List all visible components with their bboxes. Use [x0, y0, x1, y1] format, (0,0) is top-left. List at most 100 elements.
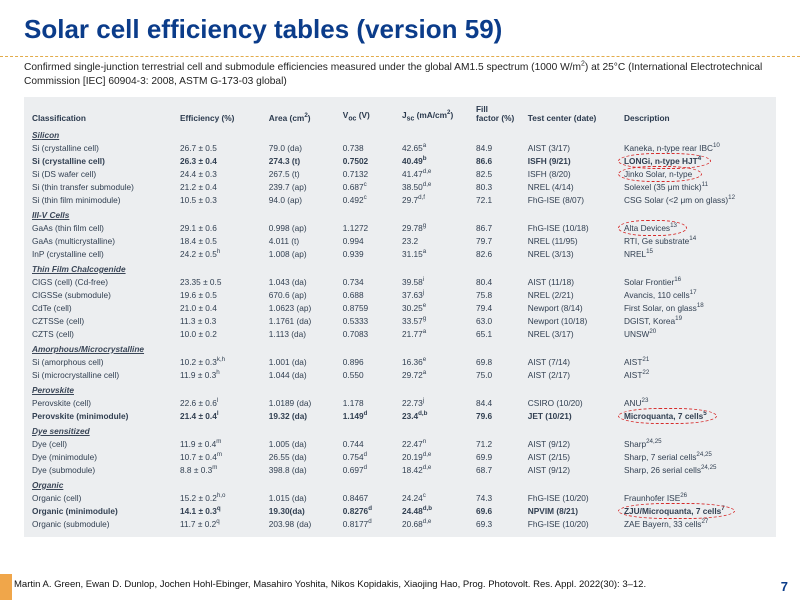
table-cell: 38.50d,e: [400, 181, 474, 194]
table-cell: 29.1 ± 0.6: [178, 222, 267, 235]
table-row: Dye (cell)11.9 ± 0.4m1.005 (da)0.74422.4…: [30, 438, 770, 451]
table-cell: 19.30(da): [267, 505, 341, 518]
table-cell: Si (DS wafer cell): [30, 168, 178, 181]
table-cell: Kaneka, n-type rear IBC10: [622, 142, 770, 155]
table-cell: 1.1272: [341, 222, 400, 235]
table-cell: Solexel (35 μm thick)11: [622, 181, 770, 194]
table-cell: NPVIM (8/21): [526, 505, 622, 518]
table-row: Si (thin film minimodule)10.5 ± 0.394.0 …: [30, 194, 770, 207]
table-cell: 0.734: [341, 276, 400, 289]
table-cell: 0.8467: [341, 492, 400, 505]
table-cell: 1.1761 (da): [267, 315, 341, 328]
table-cell: ISFH (8/20): [526, 168, 622, 181]
table-cell: 0.744: [341, 438, 400, 451]
table-row: CZTSSe (cell)11.3 ± 0.31.1761 (da)0.5333…: [30, 315, 770, 328]
table-cell: AIST (2/17): [526, 369, 622, 382]
table-cell: FhG-ISE (10/20): [526, 492, 622, 505]
col-header: Voc (V): [341, 101, 400, 127]
title-rule: [0, 56, 800, 57]
table-cell: 0.7502: [341, 155, 400, 168]
table-cell: Fraunhofer ISE26: [622, 492, 770, 505]
table-row: Organic (minimodule)14.1 ± 0.3q19.30(da)…: [30, 505, 770, 518]
table-cell: 74.3: [474, 492, 526, 505]
table-cell: 84.9: [474, 142, 526, 155]
table-cell: 0.994: [341, 235, 400, 248]
table-cell: FhG-ISE (10/18): [526, 222, 622, 235]
table-cell: 22.47n: [400, 438, 474, 451]
table-cell: CIGS (cell) (Cd-free): [30, 276, 178, 289]
table-cell: 69.6: [474, 505, 526, 518]
table-cell: Dye (minimodule): [30, 451, 178, 464]
table-row: Si (thin transfer submodule)21.2 ± 0.423…: [30, 181, 770, 194]
table-cell: 11.7 ± 0.2q: [178, 518, 267, 531]
table-row: Perovskite (minimodule)21.4 ± 0.4l19.32 …: [30, 410, 770, 423]
table-cell: 42.65a: [400, 142, 474, 155]
corner-accent: [0, 574, 12, 600]
table-cell: GaAs (multicrystalline): [30, 235, 178, 248]
table-cell: 1.113 (da): [267, 328, 341, 341]
table-cell: Organic (cell): [30, 492, 178, 505]
table-cell: RTI, Ge substrate14: [622, 235, 770, 248]
table-cell: 10.2 ± 0.3k,h: [178, 356, 267, 369]
table-cell: 21.4 ± 0.4l: [178, 410, 267, 423]
table-row: Si (DS wafer cell)24.4 ± 0.3267.5 (t)0.7…: [30, 168, 770, 181]
section-row: III-V Cells: [30, 207, 770, 222]
table-cell: 0.688: [341, 289, 400, 302]
table-cell: 1.149d: [341, 410, 400, 423]
col-header: Test center (date): [526, 101, 622, 127]
table-cell: 37.63j: [400, 289, 474, 302]
table-cell: CSG Solar (<2 μm on glass)12: [622, 194, 770, 207]
page-title: Solar cell efficiency tables (version 59…: [0, 0, 800, 51]
table-cell: CZTSSe (cell): [30, 315, 178, 328]
table-row: InP (crystalline cell)24.2 ± 0.5h1.008 (…: [30, 248, 770, 261]
table-cell: 79.6: [474, 410, 526, 423]
table-cell: 0.896: [341, 356, 400, 369]
table-cell: 69.3: [474, 518, 526, 531]
table-row: Perovskite (cell)22.6 ± 0.6l1.0189 (da)1…: [30, 397, 770, 410]
table-cell: 80.3: [474, 181, 526, 194]
section-row: Perovskite: [30, 382, 770, 397]
table-cell: Sharp24,25: [622, 438, 770, 451]
table-cell: 1.005 (da): [267, 438, 341, 451]
table-row: Organic (submodule)11.7 ± 0.2q203.98 (da…: [30, 518, 770, 531]
table-cell: LONGi, n-type HJT4: [622, 155, 770, 168]
table-cell: CZTS (cell): [30, 328, 178, 341]
table-cell: 19.6 ± 0.5: [178, 289, 267, 302]
table-cell: Jinko Solar, n-type: [622, 168, 770, 181]
table-cell: CSIRO (10/20): [526, 397, 622, 410]
table-cell: 10.7 ± 0.4m: [178, 451, 267, 464]
table-cell: 16.36e: [400, 356, 474, 369]
table-cell: FhG-ISE (10/20): [526, 518, 622, 531]
table-cell: 18.4 ± 0.5: [178, 235, 267, 248]
table-cell: AIST (9/12): [526, 438, 622, 451]
table-cell: 10.0 ± 0.2: [178, 328, 267, 341]
table-cell: AIST (11/18): [526, 276, 622, 289]
table-cell: AIST (9/12): [526, 464, 622, 477]
section-row: Organic: [30, 477, 770, 492]
table-cell: 0.492c: [341, 194, 400, 207]
table-cell: 30.25e: [400, 302, 474, 315]
efficiency-table: ClassificationEfficiency (%)Area (cm2)Vo…: [30, 101, 770, 531]
table-cell: 0.5333: [341, 315, 400, 328]
table-cell: 0.7083: [341, 328, 400, 341]
table-cell: Organic (submodule): [30, 518, 178, 531]
table-cell: 86.7: [474, 222, 526, 235]
table-cell: NREL (3/13): [526, 248, 622, 261]
table-cell: AIST (3/17): [526, 142, 622, 155]
table-row: CZTS (cell)10.0 ± 0.21.113 (da)0.708321.…: [30, 328, 770, 341]
table-row: Si (crystalline cell)26.7 ± 0.579.0 (da)…: [30, 142, 770, 155]
table-row: GaAs (multicrystalline)18.4 ± 0.54.011 (…: [30, 235, 770, 248]
table-cell: 72.1: [474, 194, 526, 207]
table-cell: 8.8 ± 0.3m: [178, 464, 267, 477]
table-cell: 0.8177d: [341, 518, 400, 531]
table-cell: 29.7d,f: [400, 194, 474, 207]
table-cell: 84.4: [474, 397, 526, 410]
table-row: Dye (minimodule)10.7 ± 0.4m26.55 (da)0.7…: [30, 451, 770, 464]
table-row: Dye (submodule)8.8 ± 0.3m398.8 (da)0.697…: [30, 464, 770, 477]
section-row: Dye sensitized: [30, 423, 770, 438]
table-cell: Si (thin film minimodule): [30, 194, 178, 207]
table-row: CdTe (cell)21.0 ± 0.41.0623 (ap)0.875930…: [30, 302, 770, 315]
table-cell: 75.0: [474, 369, 526, 382]
table-cell: Perovskite (minimodule): [30, 410, 178, 423]
table-cell: 63.0: [474, 315, 526, 328]
